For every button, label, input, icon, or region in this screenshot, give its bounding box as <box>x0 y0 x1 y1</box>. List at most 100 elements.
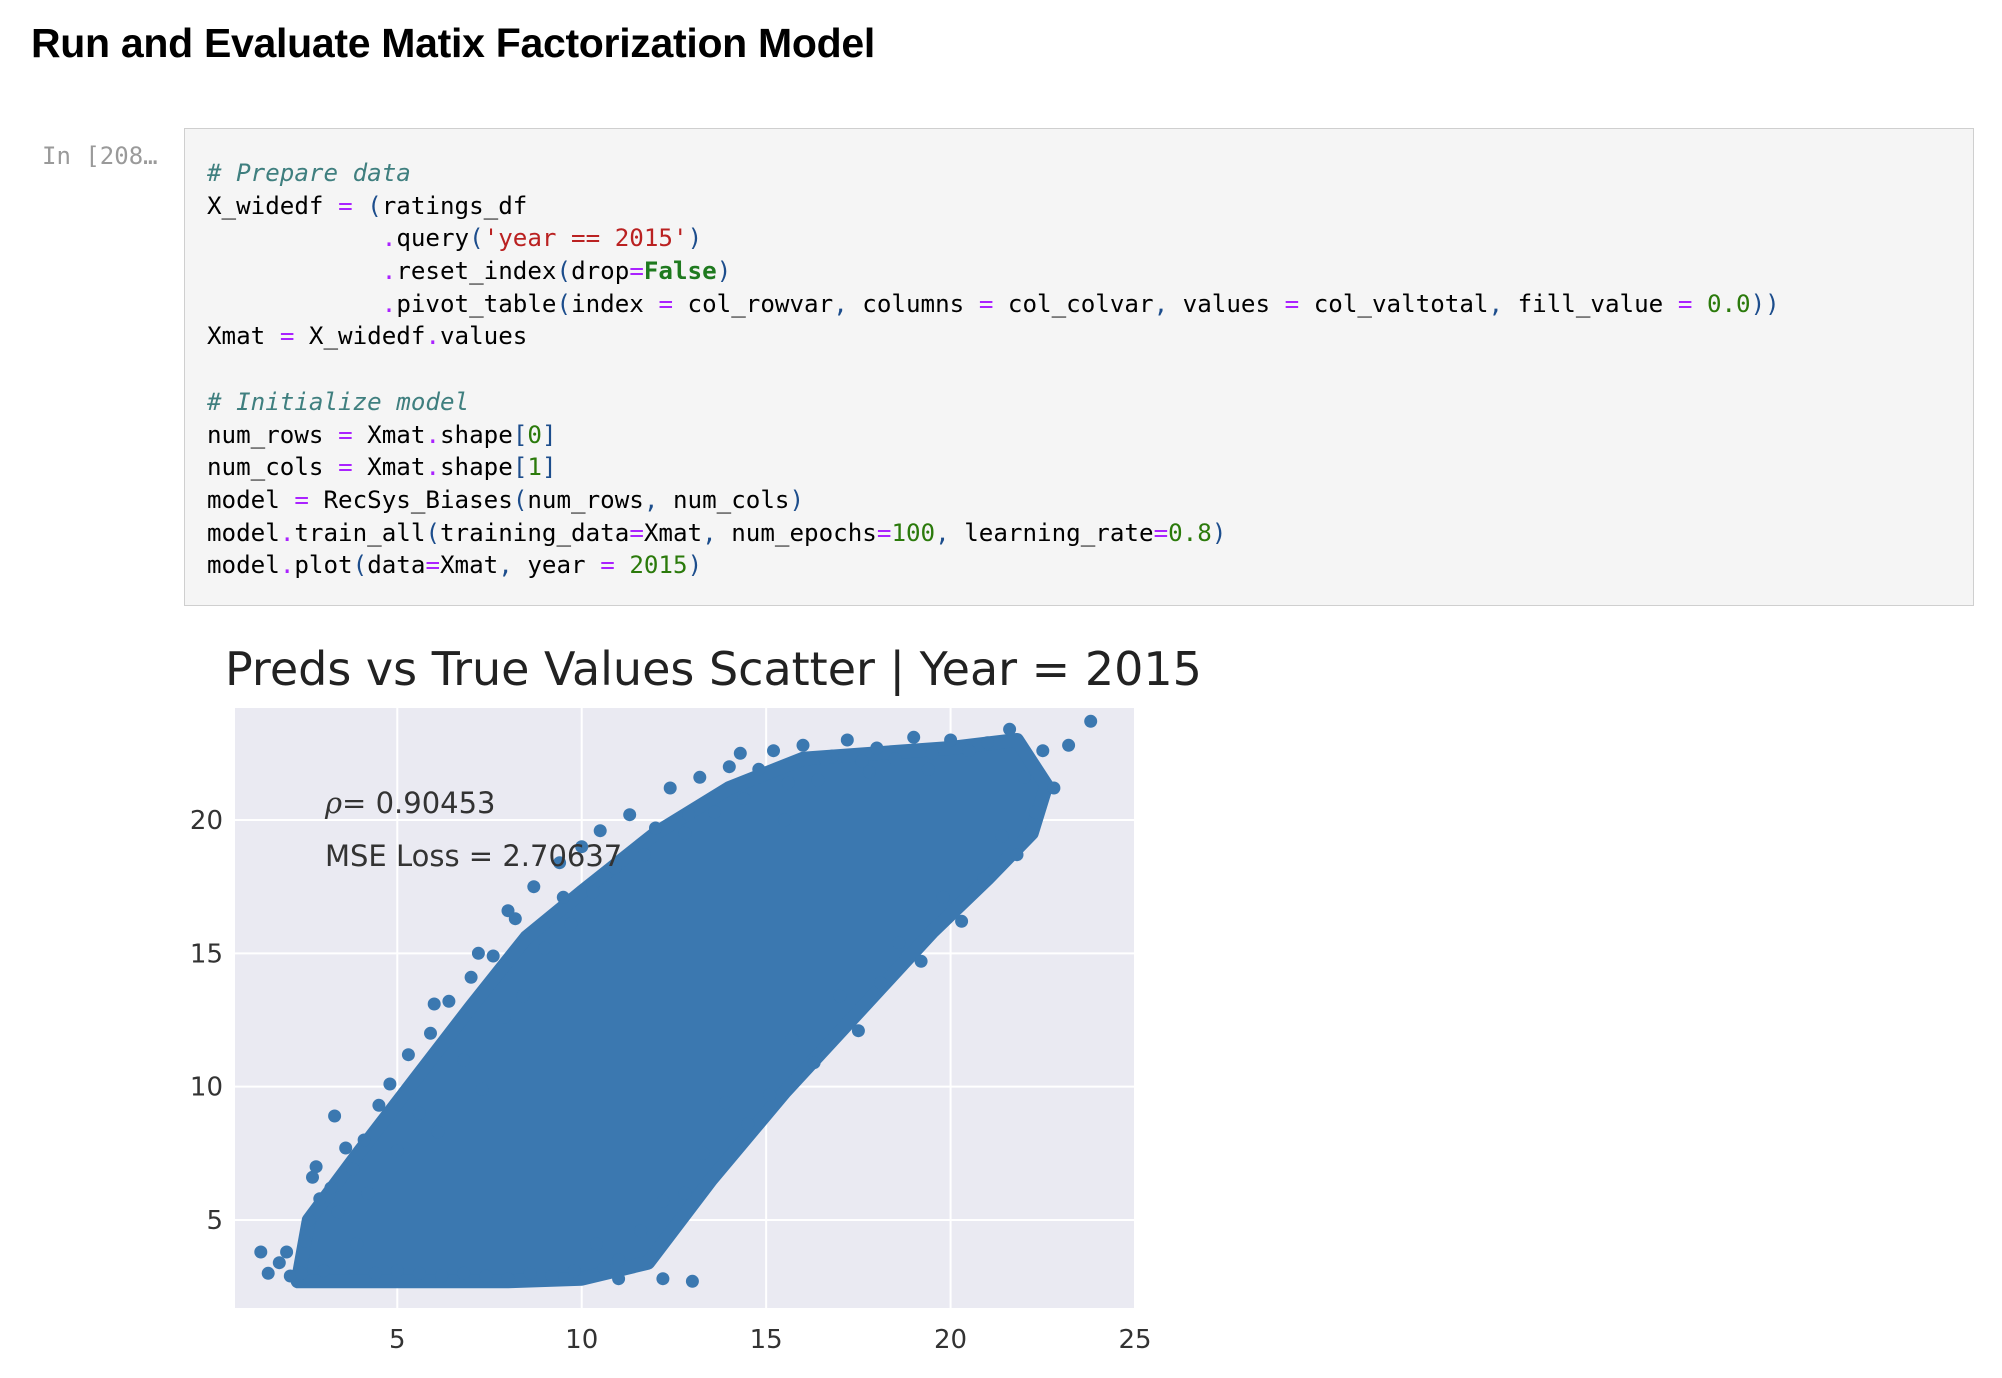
code-token: . <box>425 322 440 351</box>
code-token: 1 <box>527 453 542 482</box>
scatter-point <box>1036 744 1050 758</box>
scatter-point <box>545 1269 559 1283</box>
scatter-point <box>501 904 515 918</box>
scatter-point <box>590 1237 603 1251</box>
scatter-point <box>538 941 552 955</box>
code-token: ( <box>367 191 382 220</box>
scatter-point <box>372 1098 386 1112</box>
code-token: # Initialize model <box>207 387 470 416</box>
scatter-point <box>457 1053 471 1067</box>
code-token: index <box>571 289 659 318</box>
scatter-point <box>431 1125 445 1139</box>
code-token: model <box>207 485 295 514</box>
code-token: num_epochs <box>716 518 877 547</box>
scatter-point <box>597 1261 611 1275</box>
code-token: , <box>1153 289 1169 318</box>
code-token: . <box>425 453 440 482</box>
code-cell[interactable]: # Prepare data X_widedf = (ratings_df .qu… <box>184 128 1974 606</box>
scatter-point <box>298 1234 312 1248</box>
code-token: )) <box>1750 289 1780 318</box>
scatter-plot-svg: 5 10 15 20 25 5 10 15 20 ρ= 0.90453 MSE Loss = 2.7… <box>190 708 1152 1350</box>
code-token: . <box>381 257 397 286</box>
scatter-point <box>331 1205 345 1219</box>
scatter-point <box>464 970 478 984</box>
code-token <box>615 551 630 579</box>
code-editor[interactable]: # Prepare data X_widedf = (ratings_df .qu… <box>207 157 1780 582</box>
code-token: , <box>833 289 848 318</box>
scatter-point <box>523 1266 537 1280</box>
scatter-point <box>1047 781 1061 795</box>
code-line: model.plot(data=Xmat, year = 2015) <box>207 549 1780 582</box>
code-token: values <box>1168 289 1285 318</box>
scatter-point <box>612 1272 626 1286</box>
scatter-point <box>457 1266 471 1280</box>
scatter-point <box>656 1194 670 1208</box>
code-token: X_widedf <box>207 191 339 220</box>
scatter-point <box>339 1141 353 1155</box>
code-line: # Initialize model <box>207 386 1780 419</box>
scatter-point <box>737 792 751 806</box>
code-token: num_cols <box>658 485 790 514</box>
scatter-point <box>682 808 696 822</box>
code-token: year <box>512 551 601 580</box>
code-token: [ <box>512 453 528 482</box>
code-token: plot <box>294 551 353 580</box>
scatter-point <box>516 989 530 1003</box>
scatter-point <box>855 754 869 768</box>
scatter-point <box>586 885 600 899</box>
code-token: model <box>207 551 280 580</box>
code-token: . <box>381 289 397 318</box>
scatter-point <box>306 1170 319 1184</box>
scatter-point <box>656 1272 670 1286</box>
code-token: = <box>1284 289 1300 318</box>
code-token: 0 <box>527 420 542 449</box>
scatter-point <box>527 880 541 894</box>
rho-annotation: ρ= 0.90453 <box>324 786 496 820</box>
scatter-point <box>767 744 780 758</box>
code-line <box>207 353 1780 386</box>
scatter-point <box>567 1264 581 1278</box>
scatter-point <box>390 1264 404 1278</box>
scatter-point <box>722 760 736 774</box>
code-token: ( <box>352 551 368 580</box>
code-token: 100 <box>891 518 936 547</box>
scatter-point <box>977 872 991 886</box>
x-tick-label: 25 <box>1118 1325 1151 1350</box>
code-token: query <box>396 224 470 253</box>
code-token: = <box>629 518 644 547</box>
scatter-point <box>925 746 939 760</box>
code-token: model <box>207 518 280 547</box>
scatter-point <box>921 762 935 776</box>
code-token: 'year == 2015' <box>483 224 688 253</box>
code-token: columns <box>847 289 979 318</box>
code-token: , <box>935 518 950 547</box>
scatter-point <box>678 1186 692 1200</box>
scatter-point <box>350 1237 364 1251</box>
y-tick-label: 20 <box>190 806 223 836</box>
scatter-point <box>261 1266 275 1280</box>
scatter-point <box>637 848 651 862</box>
code-token: col_colvar <box>993 289 1154 318</box>
code-token: train_all <box>294 518 426 547</box>
scatter-point <box>981 736 994 750</box>
code-token: pivot_table <box>396 289 557 318</box>
code-line: model = RecSys_Biases(num_rows, num_cols… <box>207 484 1780 517</box>
code-token: ( <box>469 224 484 253</box>
code-token: ) <box>687 224 703 253</box>
scatter-point <box>1017 770 1031 784</box>
code-token: . <box>279 518 295 547</box>
scatter-point <box>1084 714 1098 728</box>
code-token: learning_rate <box>949 518 1154 547</box>
code-token: Xmat <box>352 420 426 449</box>
scatter-point <box>818 752 832 766</box>
code-token: RecSys_Biases <box>308 485 513 514</box>
scatter-point <box>811 773 825 787</box>
code-token <box>353 192 368 220</box>
code-line: .pivot_table(index = col_rowvar, columns… <box>207 288 1780 321</box>
code-token: . <box>279 551 295 580</box>
scatter-point <box>328 1109 342 1123</box>
code-token: num_rows <box>527 485 644 514</box>
code-token: = <box>279 322 295 351</box>
code-token: . <box>425 420 440 449</box>
scatter-point <box>1028 805 1042 819</box>
